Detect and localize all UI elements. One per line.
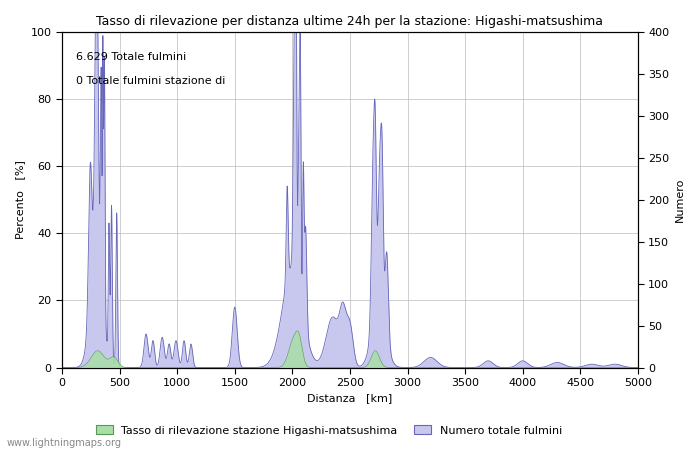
Legend: Tasso di rilevazione stazione Higashi-matsushima, Numero totale fulmini: Tasso di rilevazione stazione Higashi-ma… [92,421,566,440]
Title: Tasso di rilevazione per distanza ultime 24h per la stazione: Higashi-matsushima: Tasso di rilevazione per distanza ultime… [97,15,603,28]
X-axis label: Distanza   [km]: Distanza [km] [307,393,393,404]
Text: www.lightningmaps.org: www.lightningmaps.org [7,438,122,448]
Text: 0 Totale fulmini stazione di: 0 Totale fulmini stazione di [76,76,225,86]
Y-axis label: Numero: Numero [675,178,685,222]
Y-axis label: Percento   [%]: Percento [%] [15,160,25,239]
Text: 6.629 Totale fulmini: 6.629 Totale fulmini [76,52,187,62]
